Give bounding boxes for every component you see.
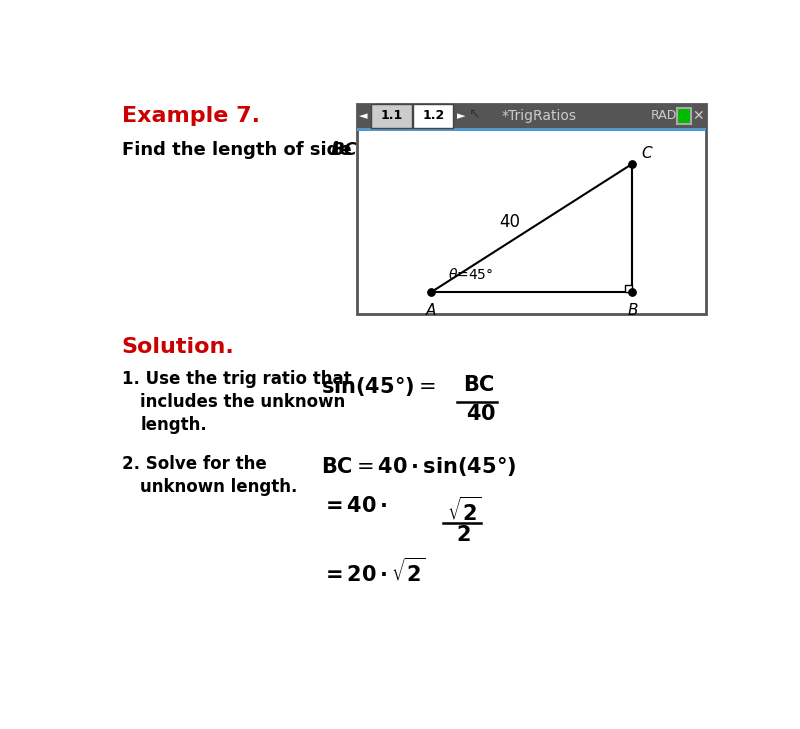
Bar [371,104,411,128]
Text: C: C [642,146,652,160]
Text: Find the length of side: Find the length of side [122,141,358,159]
Point [626,286,639,298]
Text: *TrigRatios: *TrigRatios [501,109,576,123]
Text: ►: ► [457,111,466,121]
Text: A: A [426,303,436,318]
Text: Example 7.: Example 7. [122,106,260,126]
Text: 1.1: 1.1 [380,109,402,122]
Bar [358,128,706,131]
Text: ✕: ✕ [693,109,704,123]
Text: RAD: RAD [650,109,677,122]
Text: 1. Use the trig ratio that: 1. Use the trig ratio that [122,370,351,388]
Point [626,158,639,170]
Text: Solution.: Solution. [122,337,234,357]
Text: includes the unknown: includes the unknown [140,393,346,411]
Text: $\mathbf{\sqrt{2}}$: $\mathbf{\sqrt{2}}$ [447,496,482,525]
Bar [413,104,454,128]
Text: .: . [358,141,364,159]
Text: $\mathbf{40}$: $\mathbf{40}$ [466,404,496,424]
Text: 40: 40 [499,213,521,231]
Text: BC: BC [331,141,358,159]
Bar [358,104,706,128]
Text: $\mathbf{= 20 \bullet \sqrt{2}}$: $\mathbf{= 20 \bullet \sqrt{2}}$ [321,558,426,586]
Text: $\mathit{\mathbf{BC}} = \mathbf{40 \bullet sin(45°)}$: $\mathit{\mathbf{BC}} = \mathbf{40 \bull… [321,455,516,477]
Bar [677,109,690,124]
Text: $\mathit{\mathbf{BC}}$: $\mathit{\mathbf{BC}}$ [462,375,494,395]
Text: 2. Solve for the: 2. Solve for the [122,455,266,473]
Text: B: B [627,303,638,318]
Text: $\mathbf{= 40 \bullet}$: $\mathbf{= 40 \bullet}$ [321,496,387,516]
Text: $\theta$=45°: $\theta$=45° [448,268,494,282]
Text: $\mathbf{2}$: $\mathbf{2}$ [457,525,471,545]
Text: length.: length. [140,416,207,434]
Point [425,286,438,298]
Bar [358,104,706,314]
Text: 1.2: 1.2 [422,109,444,122]
Text: $\mathbf{sin(45°)} =$: $\mathbf{sin(45°)} =$ [321,375,435,399]
Text: ↖: ↖ [468,106,479,121]
Text: unknown length.: unknown length. [140,478,298,496]
Bar [626,285,633,292]
Text: ◄: ◄ [359,111,368,121]
